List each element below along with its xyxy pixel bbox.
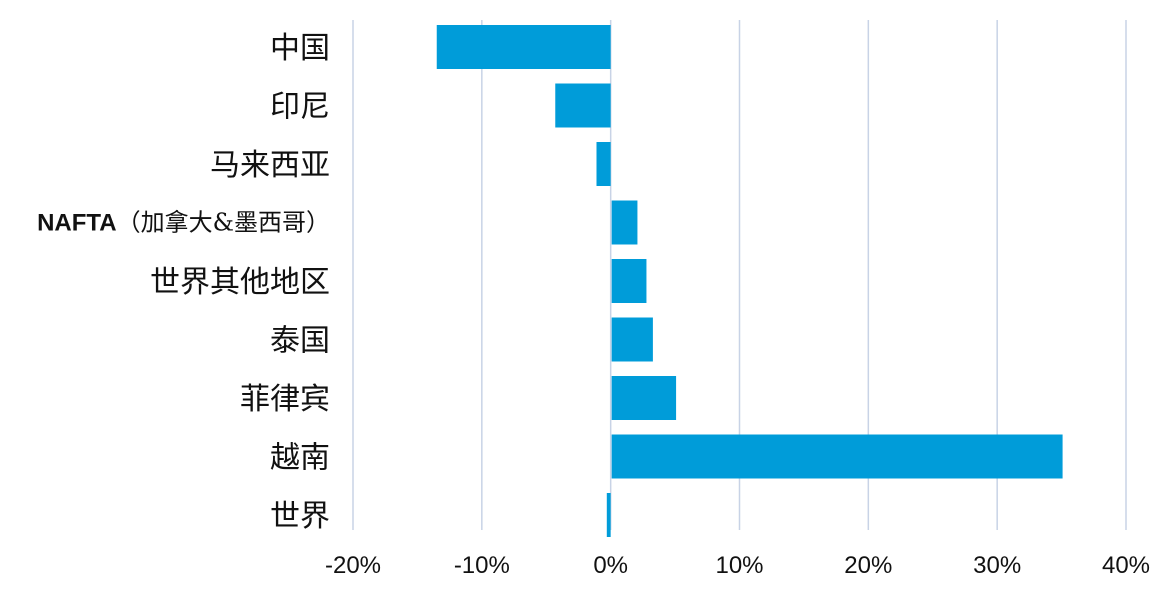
category-label: 越南 [270, 441, 330, 476]
bar [596, 142, 611, 186]
category-label: 马来西亚 [210, 148, 330, 183]
category-label: 世界 [270, 499, 330, 534]
bar [611, 317, 653, 362]
bar [611, 376, 677, 420]
x-tick-label: 30% [973, 552, 1021, 579]
category-label: 世界其他地区 [150, 265, 330, 300]
x-tick-label: -20% [325, 552, 381, 579]
x-tick-label: 10% [715, 552, 763, 579]
x-tick-label: -10% [454, 552, 510, 579]
category-label: 印尼 [270, 90, 330, 125]
bar [606, 493, 611, 537]
x-tick-label: 40% [1102, 552, 1150, 579]
bar [555, 83, 611, 128]
x-tick-label: 0% [593, 552, 628, 579]
bar [611, 200, 638, 245]
bar [611, 434, 1063, 479]
category-label: 中国 [270, 31, 330, 66]
category-label: NAFTA（加拿大&墨西哥） [37, 209, 330, 237]
bars [436, 25, 1063, 537]
x-tick-label: 20% [844, 552, 892, 579]
category-label: 泰国 [270, 324, 330, 359]
category-label: 菲律宾 [240, 382, 330, 417]
bar [611, 259, 647, 303]
bar [436, 25, 611, 69]
x-axis-tick-labels: -20% -10% 0% 10% 20% 30% 40% [325, 552, 1150, 579]
grid [352, 20, 1127, 530]
